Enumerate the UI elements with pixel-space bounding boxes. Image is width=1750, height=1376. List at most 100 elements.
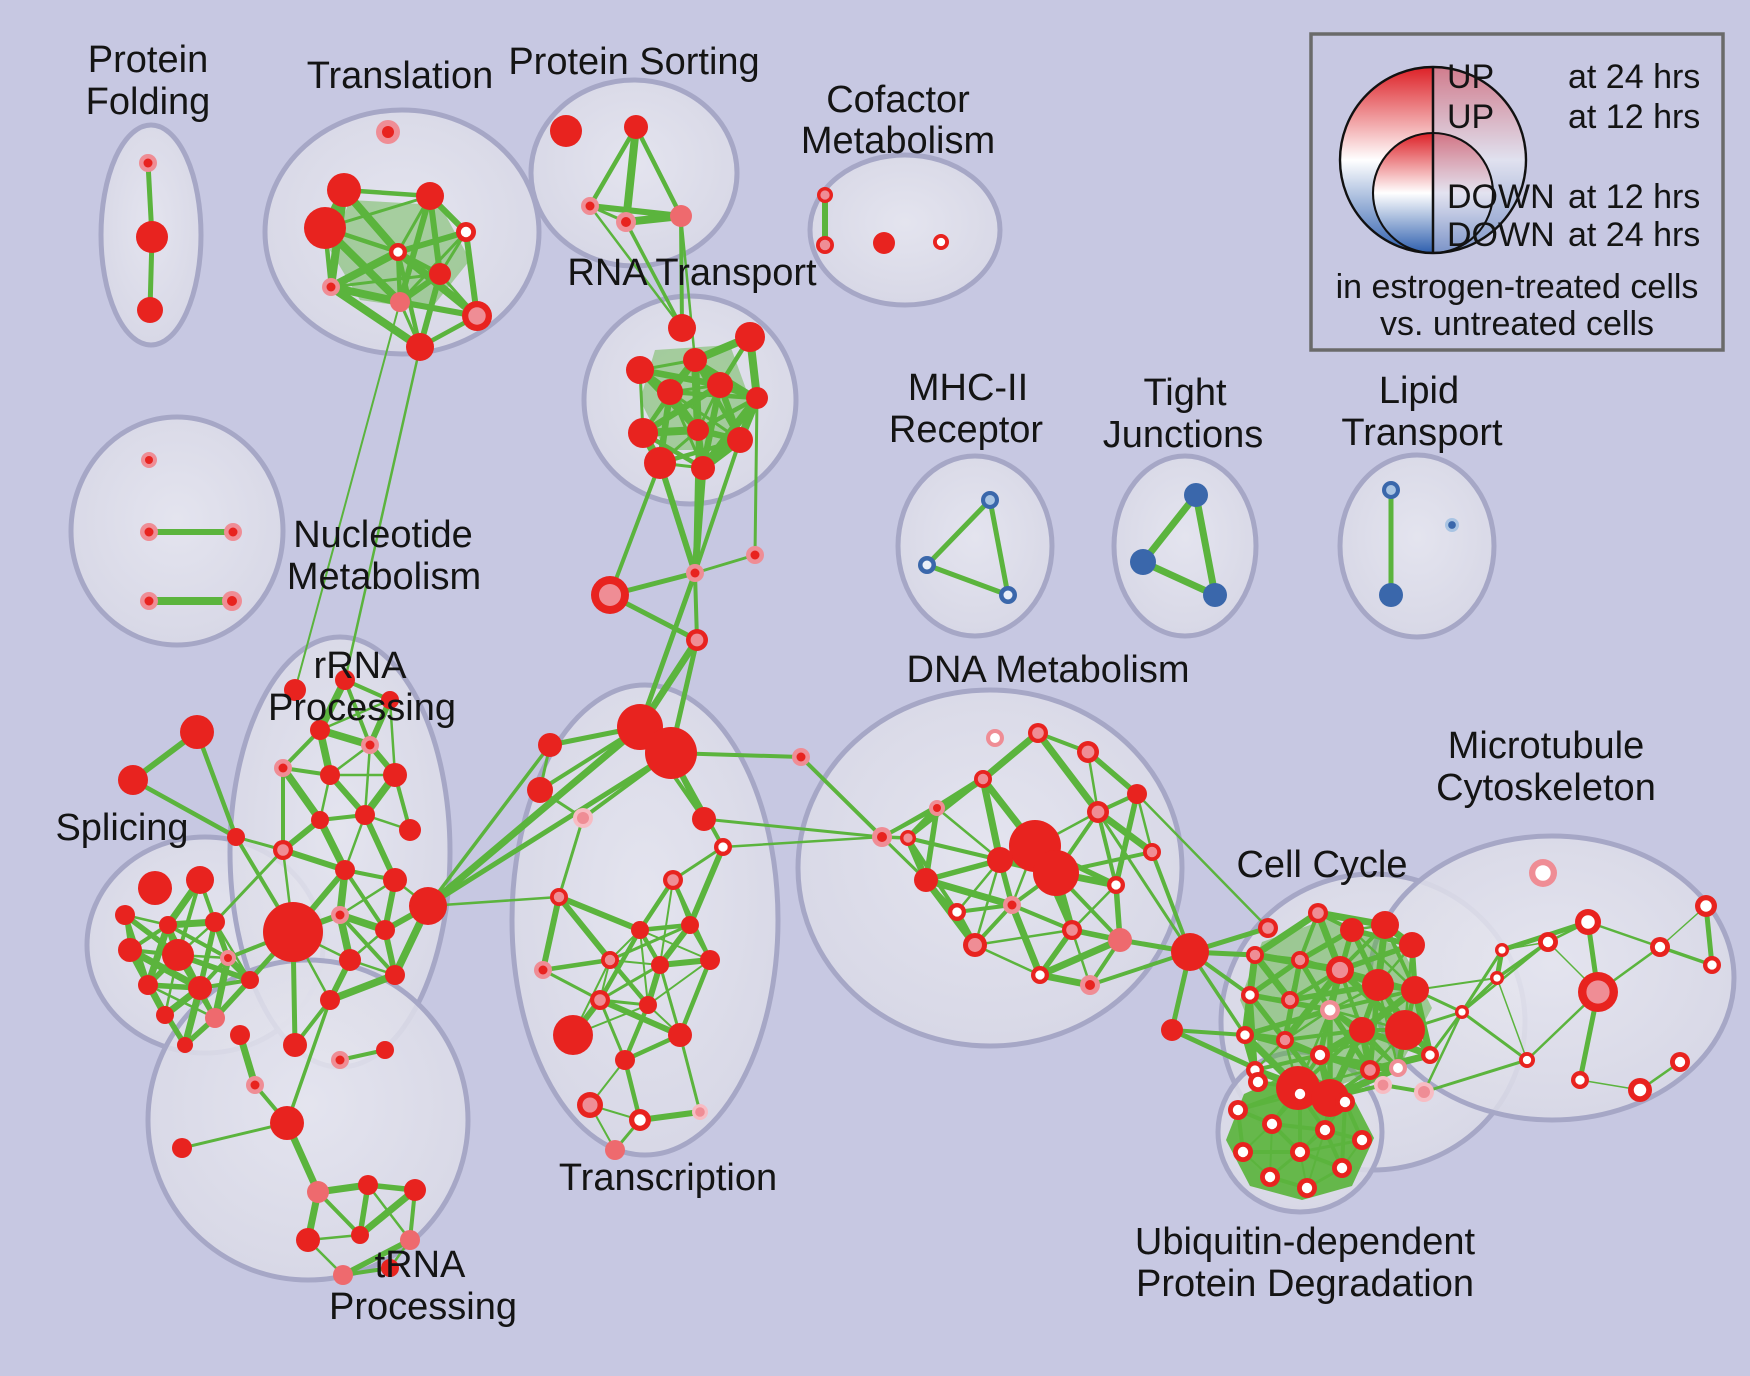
graph-node-core [1393, 1063, 1403, 1073]
graph-edge [987, 497, 1011, 598]
graph-edge [1113, 791, 1140, 888]
graph-edge [395, 229, 469, 255]
graph-edge [327, 283, 404, 306]
graph-edge [194, 729, 239, 840]
cluster-label-nucleotide-metabolism: Metabolism [287, 556, 481, 598]
cluster-label-cofactor-metabolism: Cofactor [826, 79, 970, 121]
cluster-label-nucleotide-metabolism: Nucleotide [293, 514, 473, 556]
graph-node [162, 939, 194, 971]
graph-edge [693, 571, 699, 642]
graph-edge [679, 214, 684, 330]
cluster-label-splicing: Splicing [55, 807, 188, 849]
graph-node [631, 921, 649, 939]
graph-node-core [1252, 1076, 1264, 1088]
graph-node [429, 263, 451, 285]
graph-node [159, 916, 177, 934]
graph-node [406, 333, 434, 361]
graph-node [137, 297, 163, 323]
graph-edge [608, 923, 692, 962]
cluster-label-protein-sorting: Protein Sorting [508, 41, 759, 83]
graph-edge [693, 438, 742, 575]
legend-time-label: at 24 hrs [1568, 216, 1700, 254]
graph-edge [955, 903, 1014, 914]
cluster-ellipse-cofactor-metabolism [807, 152, 1003, 308]
graph-edge [1253, 1053, 1322, 1072]
graph-node [177, 1037, 193, 1053]
graph-node-core [820, 190, 830, 200]
cluster-label-translation: Translation [307, 55, 494, 97]
graph-node-core [1294, 954, 1306, 966]
graph-edge [1460, 1010, 1529, 1062]
graph-node [1349, 1017, 1375, 1043]
graph-node-core [1245, 990, 1255, 1000]
graph-edge [659, 879, 674, 966]
graph-node [404, 1179, 426, 1201]
graph-edge [699, 381, 724, 472]
graph-node [399, 819, 421, 841]
legend-note: in estrogen-treated cells [1336, 268, 1699, 306]
cluster-label-protein-folding: Protein [88, 39, 208, 81]
graph-node [1379, 583, 1403, 607]
graph-node-core [585, 201, 595, 211]
graph-node [668, 1023, 692, 1047]
graph-node-core [1066, 924, 1078, 936]
graph-node [320, 765, 340, 785]
graph-edge [329, 272, 442, 289]
graph-edge [166, 923, 230, 960]
cluster-label-protein-folding: Folding [86, 81, 211, 123]
graph-node [296, 1228, 320, 1252]
graph-edge [702, 817, 884, 839]
graph-node [538, 733, 562, 757]
graph-node-core [1035, 970, 1045, 980]
graph-node [284, 679, 306, 701]
graph-node [358, 1175, 378, 1195]
graph-node-core [1232, 1104, 1244, 1116]
legend-inner-fade [1433, 133, 1493, 253]
graph-edge [1135, 792, 1270, 930]
graph-edge [1242, 1007, 1333, 1038]
graph-node [310, 720, 330, 740]
legend: UP at 24 hrs UP at 12 hrs DOWN at 12 hrs DOWN a… [1309, 32, 1725, 352]
graph-node-core [326, 282, 336, 292]
graph-edge [318, 698, 392, 732]
cluster-label-ubiquitin-degradation: Ubiquitin-dependent [1135, 1221, 1476, 1263]
graph-node-core [1364, 1064, 1376, 1076]
graph-node [381, 1259, 399, 1277]
graph-edge [624, 220, 684, 330]
graph-edge [388, 698, 397, 777]
graph-node [1203, 583, 1227, 607]
graph-node-core [1279, 1034, 1291, 1046]
graph-node [1362, 969, 1394, 1001]
graph-node-core [936, 237, 946, 247]
graph-node-core [1091, 805, 1105, 819]
legend-direction-label: DOWN [1447, 216, 1555, 254]
legend-time-label: at 12 hrs [1568, 178, 1700, 216]
graph-node-core [1312, 907, 1324, 919]
graph-node [1340, 918, 1364, 942]
graph-node [687, 419, 709, 441]
graph-edge [924, 497, 993, 568]
graph-node-core [365, 740, 375, 750]
graph-node-core [667, 874, 679, 886]
graph-node-core [1700, 900, 1712, 912]
graph-node [383, 868, 407, 892]
graph-nodes [115, 115, 1721, 1285]
graph-node-core [145, 456, 153, 464]
graph-node-core [977, 773, 989, 785]
graph-node-core [598, 583, 622, 607]
graph-edge [906, 836, 1002, 862]
graph-node [1184, 483, 1208, 507]
graph-node [987, 847, 1013, 873]
graph-node [156, 1006, 174, 1024]
graph-node [376, 1041, 394, 1059]
graph-edge [658, 963, 682, 1037]
graph-edge [922, 876, 1016, 909]
graph-node-core [1581, 915, 1595, 929]
legend-time-label: at 12 hrs [1568, 98, 1700, 136]
graph-edge [327, 283, 424, 351]
graph-node [355, 805, 375, 825]
graph-node-core [796, 752, 806, 762]
graph-node-core [582, 1097, 598, 1113]
graph-node [327, 173, 361, 207]
